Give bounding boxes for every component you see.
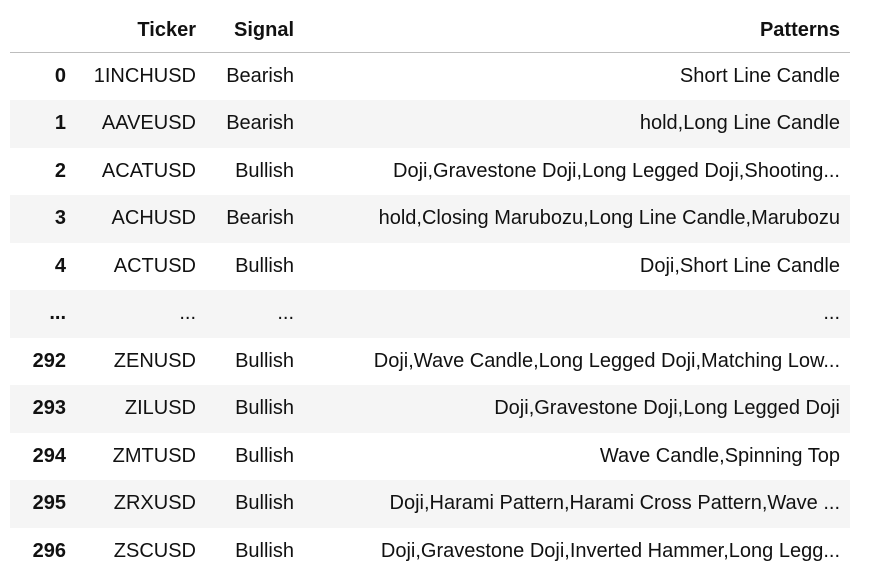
cell-patterns: Doji,Gravestone Doji,Inverted Hammer,Lon… bbox=[380, 539, 840, 562]
table-row: ............ bbox=[10, 290, 850, 338]
row-index: 293 bbox=[32, 397, 66, 420]
table-row: 2 ACATUSD Bullish Doji,Gravestone Doji,Long… bbox=[10, 148, 850, 196]
header-row: Ticker Signal Patterns bbox=[10, 8, 850, 53]
cell-patterns: ... bbox=[823, 302, 840, 325]
cell-signal: Bullish bbox=[235, 254, 294, 277]
row-index: ... bbox=[49, 302, 66, 325]
table-row: 3 ACHUSD Bearish hold,Closing Marubozu,Long… bbox=[10, 195, 850, 243]
cell-signal: Bearish bbox=[226, 207, 294, 230]
cell-patterns: hold,Closing Marubozu,Long Line Candle,M… bbox=[378, 207, 840, 230]
header-signal: Signal bbox=[206, 8, 304, 53]
header-patterns: Patterns bbox=[304, 8, 850, 53]
cell-ticker: ZENUSD bbox=[113, 349, 196, 372]
row-index: 292 bbox=[32, 349, 66, 372]
cell-patterns: Doji,Harami Pattern,Harami Cross Pattern… bbox=[389, 492, 841, 515]
cell-ticker: ... bbox=[179, 302, 196, 325]
cell-signal: Bearish bbox=[226, 65, 294, 87]
cell-ticker: ACATUSD bbox=[101, 159, 196, 182]
cell-ticker: AAVEUSD bbox=[101, 112, 196, 135]
table-row: 0 1INCHUSD Bearish Short Line Candle bbox=[10, 53, 850, 101]
cell-ticker: ZILUSD bbox=[124, 397, 196, 420]
table-row: 292 ZENUSD Bullish Doji,Wave Candle,Long Le… bbox=[10, 338, 850, 386]
cell-signal: Bullish bbox=[235, 444, 294, 467]
cell-ticker: ACHUSD bbox=[111, 207, 196, 230]
cell-signal: Bearish bbox=[226, 112, 294, 135]
cell-patterns: Doji,Short Line Candle bbox=[639, 254, 840, 277]
dataframe-table: Ticker Signal Patterns 0 1INCHUSD Bearish S… bbox=[10, 8, 850, 575]
cell-patterns: Doji,Wave Candle,Long Legged Doji,Matchi… bbox=[373, 349, 840, 372]
cell-patterns: hold,Long Line Candle bbox=[639, 112, 840, 135]
cell-patterns: Wave Candle,Spinning Top bbox=[599, 444, 840, 467]
dataframe-output: Ticker Signal Patterns 0 1INCHUSD Bearish S… bbox=[10, 8, 850, 575]
row-index: 294 bbox=[32, 444, 66, 467]
header-index bbox=[10, 8, 76, 53]
cell-signal: Bullish bbox=[235, 539, 294, 562]
cell-signal: Bullish bbox=[235, 492, 294, 515]
table-body: 0 1INCHUSD Bearish Short Line Candle 1 AAVEUS… bbox=[10, 53, 850, 576]
table-row: 296 ZSCUSD Bullish Doji,Gravestone Doji,Inv… bbox=[10, 528, 850, 576]
table-row: 1 AAVEUSD Bearish hold,Long Line Candle bbox=[10, 100, 850, 148]
cell-signal: Bullish bbox=[235, 397, 294, 420]
cell-patterns: Doji,Gravestone Doji,Long Legged Doji bbox=[494, 397, 840, 420]
cell-ticker: ACTUSD bbox=[113, 254, 196, 277]
table-row: 295 ZRXUSD Bullish Doji,Harami Pattern,Hara… bbox=[10, 480, 850, 528]
cell-ticker: ZMTUSD bbox=[112, 444, 196, 467]
row-index: 3 bbox=[54, 207, 66, 230]
cell-patterns: Doji,Gravestone Doji,Long Legged Doji,Sh… bbox=[393, 159, 840, 182]
header-ticker: Ticker bbox=[76, 8, 206, 53]
row-index: 4 bbox=[54, 254, 66, 277]
row-index: 1 bbox=[54, 112, 66, 135]
row-index: 2 bbox=[54, 159, 66, 182]
cell-signal: Bullish bbox=[235, 349, 294, 372]
table-row: 293 ZILUSD Bullish Doji,Gravestone Doji,Lon… bbox=[10, 385, 850, 433]
cell-patterns: Short Line Candle bbox=[679, 65, 840, 87]
row-index: 295 bbox=[32, 492, 66, 515]
row-index: 296 bbox=[32, 539, 66, 562]
table-header: Ticker Signal Patterns bbox=[10, 8, 850, 53]
table-row: 294 ZMTUSD Bullish Wave Candle,Spinning Top bbox=[10, 433, 850, 481]
cell-ticker: ZSCUSD bbox=[113, 539, 196, 562]
cell-ticker: 1INCHUSD bbox=[93, 65, 196, 87]
cell-signal: Bullish bbox=[235, 159, 294, 182]
row-index: 0 bbox=[54, 65, 66, 87]
cell-ticker: ZRXUSD bbox=[113, 492, 196, 515]
cell-signal: ... bbox=[277, 302, 294, 325]
table-row: 4 ACTUSD Bullish Doji,Short Line Candle bbox=[10, 243, 850, 291]
